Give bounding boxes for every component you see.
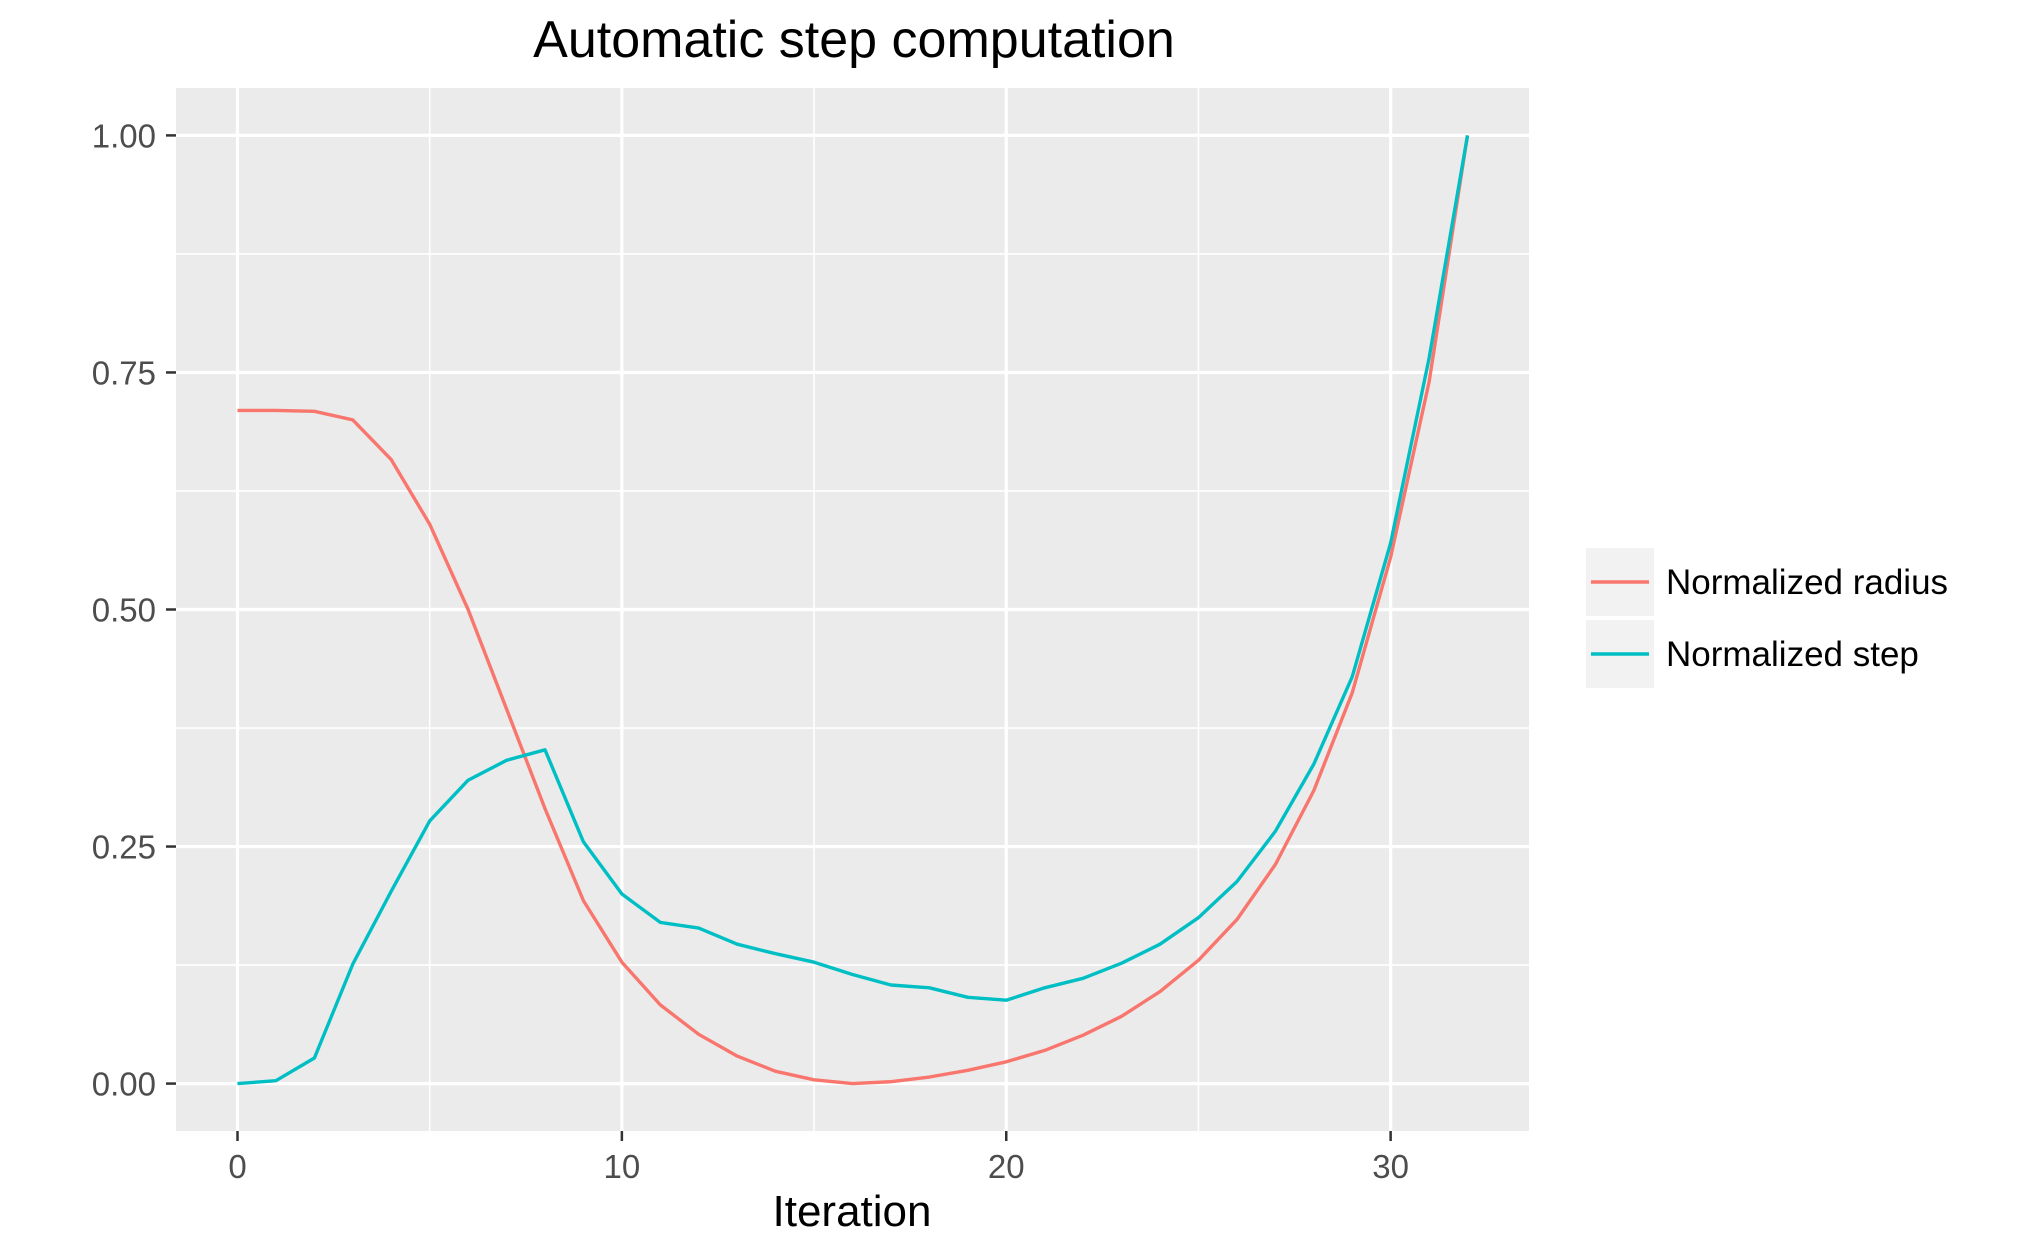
series-line-2 — [237, 135, 1470, 1086]
x-tick-label: 10 — [604, 1148, 641, 1185]
y-tick-label: 0.50 — [92, 592, 156, 629]
legend-label-2: Normalized step — [1666, 635, 1919, 674]
legend: Normalized radius Normalized step — [1586, 548, 1948, 688]
major-gridlines — [176, 88, 1529, 1131]
y-tick-label: 0.00 — [92, 1066, 156, 1103]
y-tick-label: 0.75 — [92, 354, 156, 391]
y-tick-label: 0.25 — [92, 829, 156, 866]
x-tick-label: 20 — [988, 1148, 1025, 1185]
series-lines — [237, 135, 1470, 1086]
y-tick-label: 1.00 — [92, 117, 156, 154]
x-axis-title: Iteration — [773, 1187, 932, 1236]
legend-label-1: Normalized radius — [1666, 563, 1948, 602]
x-axis: 0 10 20 30 — [228, 1131, 1409, 1185]
chart-title: Automatic step computation — [533, 11, 1175, 69]
x-tick-label: 0 — [228, 1148, 246, 1185]
series-line-1 — [237, 135, 1470, 1086]
y-axis: 0.00 0.25 0.50 0.75 1.00 — [92, 117, 176, 1103]
x-tick-label: 30 — [1372, 1148, 1409, 1185]
